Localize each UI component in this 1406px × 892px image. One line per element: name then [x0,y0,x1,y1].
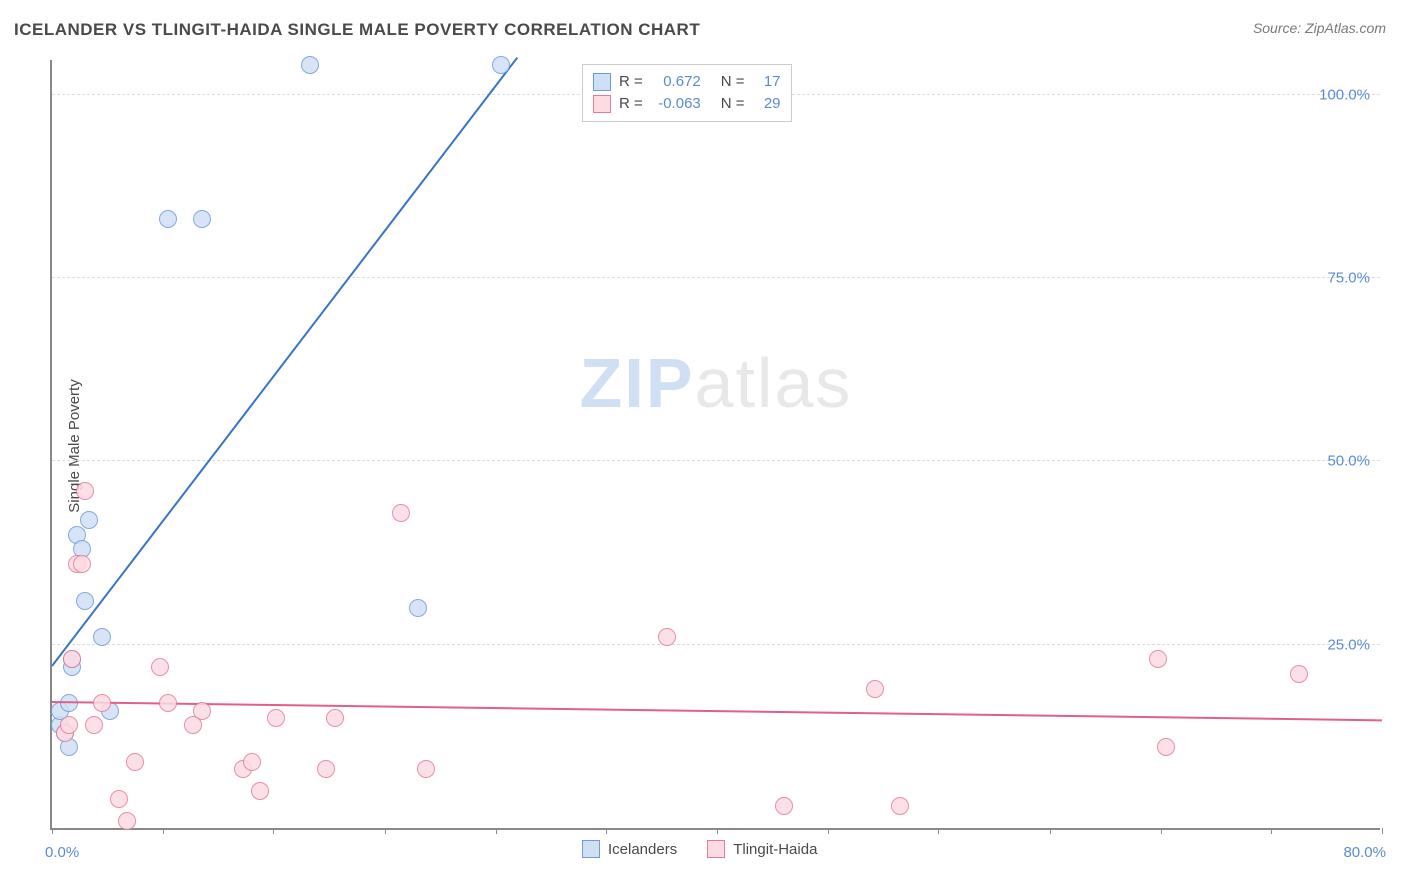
gridline [52,460,1380,461]
x-axis-label: 0.0% [45,844,79,861]
x-tick [1050,828,1051,834]
data-point [60,716,78,734]
data-point [1157,738,1175,756]
data-point [159,210,177,228]
data-point [891,797,909,815]
data-point [93,628,111,646]
legend-swatch [582,840,600,858]
data-point [60,694,78,712]
gridline [52,644,1380,645]
x-tick [163,828,164,834]
data-point [110,790,128,808]
x-tick [52,828,53,834]
data-point [126,753,144,771]
data-point [63,650,81,668]
data-point [775,797,793,815]
legend-n-label: N = [721,93,745,115]
data-point [159,694,177,712]
legend-correlation: R = 0.672 N = 17 R = -0.063 N = 29 [582,64,792,122]
data-point [317,760,335,778]
y-tick-label: 25.0% [1327,636,1370,653]
legend-r-value: -0.063 [651,93,701,115]
data-point [267,709,285,727]
data-point [76,592,94,610]
data-point [1290,665,1308,683]
x-tick [717,828,718,834]
x-tick [606,828,607,834]
y-tick-label: 50.0% [1327,453,1370,470]
data-point [76,482,94,500]
data-point [251,782,269,800]
legend-swatch [707,840,725,858]
data-point [301,56,319,74]
data-point [93,694,111,712]
x-tick [1382,828,1383,834]
legend-item: Icelanders [582,840,677,858]
scatter-plot: ZIPatlas 25.0% 50.0% 75.0% 100.0% [50,60,1380,830]
x-tick [1161,828,1162,834]
legend-r-label: R = [619,71,643,93]
legend-label: Icelanders [608,841,677,858]
data-point [866,680,884,698]
x-tick [273,828,274,834]
chart-title: ICELANDER VS TLINGIT-HAIDA SINGLE MALE P… [14,20,700,40]
watermark-atlas: atlas [695,344,853,422]
legend-bottom: Icelanders Tlingit-Haida [582,840,817,858]
legend-r-label: R = [619,93,643,115]
legend-n-label: N = [721,71,745,93]
legend-swatch [593,95,611,113]
data-point [80,511,98,529]
legend-row: R = 0.672 N = 17 [593,71,781,93]
data-point [1149,650,1167,668]
data-point [417,760,435,778]
x-tick [828,828,829,834]
legend-swatch [593,73,611,91]
legend-label: Tlingit-Haida [733,841,817,858]
trend-line [52,701,1382,721]
data-point [193,210,211,228]
data-point [85,716,103,734]
data-point [243,753,261,771]
x-axis-label: 80.0% [1343,844,1386,861]
watermark: ZIPatlas [580,343,853,423]
watermark-zip: ZIP [580,344,695,422]
gridline [52,277,1380,278]
y-tick-label: 75.0% [1327,270,1370,287]
legend-n-value: 17 [753,71,781,93]
data-point [118,812,136,830]
x-tick [496,828,497,834]
x-tick [1271,828,1272,834]
data-point [151,658,169,676]
x-tick [385,828,386,834]
data-point [326,709,344,727]
legend-n-value: 29 [753,93,781,115]
source-label: Source: ZipAtlas.com [1253,20,1386,36]
legend-item: Tlingit-Haida [707,840,817,858]
trend-line [51,56,518,666]
legend-r-value: 0.672 [651,71,701,93]
data-point [73,555,91,573]
x-tick [938,828,939,834]
legend-row: R = -0.063 N = 29 [593,93,781,115]
data-point [193,702,211,720]
data-point [392,504,410,522]
data-point [492,56,510,74]
y-tick-label: 100.0% [1319,86,1370,103]
data-point [658,628,676,646]
data-point [409,599,427,617]
